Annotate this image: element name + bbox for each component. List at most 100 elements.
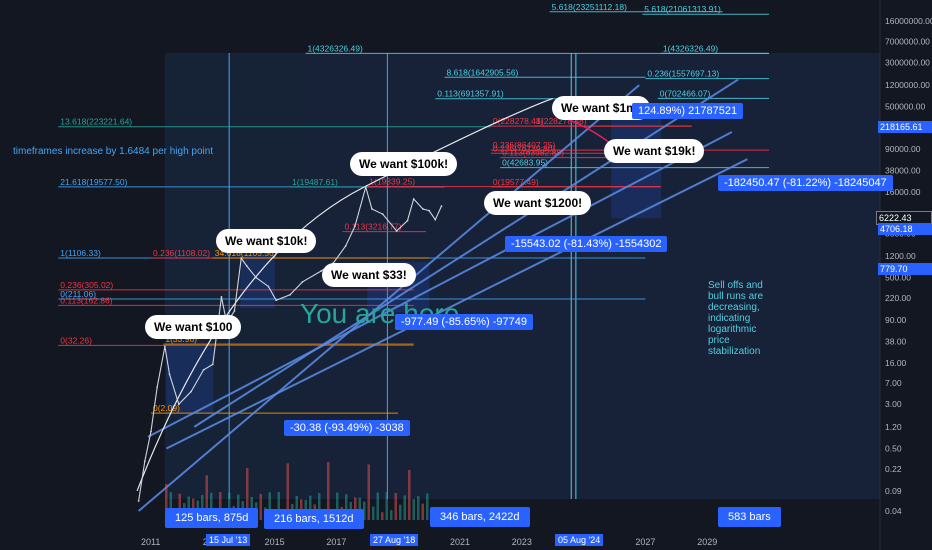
axis-background [880, 0, 932, 550]
y-tick-3: 1200000.00 [885, 80, 930, 90]
fib-label-14: 0(42683.95) [502, 158, 548, 168]
price-point-22 [344, 245, 347, 247]
price-point-9 [211, 363, 214, 366]
price-point-28 [406, 219, 409, 222]
x-tick-3: 2017 [326, 537, 346, 547]
drawdown-box-3 [165, 344, 214, 414]
volume-bar-40 [345, 494, 348, 520]
price-point-32 [434, 218, 437, 221]
x-tick-6: 2023 [512, 537, 532, 547]
volume-bar-18 [246, 467, 249, 520]
volume-bar-48 [381, 512, 384, 520]
volume-bar-8 [201, 495, 204, 520]
volume-bar-3 [178, 493, 181, 520]
price-point-24 [364, 186, 367, 188]
volume-bar-14 [228, 492, 231, 520]
fib-label-4: 8.618(1642905.56) [447, 67, 519, 77]
y-tick-11: 1200.00 [885, 251, 916, 261]
volume-bar-36 [327, 462, 330, 520]
price-point-14 [245, 265, 248, 267]
y-tick-23: 0.04 [885, 506, 902, 516]
price-point-8 [202, 368, 205, 371]
price-point-26 [381, 213, 384, 216]
fib-label-1: 5.618(21061313.91) [644, 4, 721, 14]
drawdown-label-3: -30.38 (-93.49%) -3038 [284, 420, 410, 436]
trend-lines [136, 78, 748, 512]
speech-bubble-1: We want $19k! [604, 139, 705, 163]
y-tick-20: 0.50 [885, 444, 902, 454]
fib-label-27: 1(33.96) [165, 334, 197, 344]
y-tick-6: 90000.00 [885, 144, 921, 154]
history-region [164, 53, 306, 499]
price-point-30 [422, 208, 424, 210]
volume-bar-42 [354, 497, 357, 520]
trend-line-0 [137, 84, 640, 512]
volume-bar-50 [390, 510, 393, 520]
volume-bar-56 [417, 496, 420, 520]
volume-bar-32 [309, 495, 312, 520]
trend-line-2 [166, 158, 748, 450]
y-tick-22: 0.09 [885, 486, 902, 496]
fib-label-0: 5.618(23251112.18) [552, 2, 627, 12]
volume-bar-1 [169, 492, 172, 520]
volume-bar-12 [219, 492, 222, 520]
y-tick-13: 220.00 [885, 293, 911, 303]
price-point-4 [164, 345, 166, 348]
y-tick-4: 500000.00 [885, 102, 925, 112]
bar-count-label-0: 125 bars, 875d [165, 508, 259, 528]
fib-label-5: 0.236(1557697.13) [647, 69, 719, 79]
price-tag-3: 779.70 [878, 263, 932, 275]
speech-bubble-6: We want $100 [145, 315, 242, 339]
y-tick-12: 500.00 [885, 273, 911, 283]
fib-label-16: 1(19487.61) [292, 177, 338, 187]
volume-bar-10 [210, 492, 213, 520]
time-tag-2: 05 Aug '24 [555, 534, 604, 546]
speech-bubble-5: We want $33! [322, 263, 416, 287]
price-point-23 [354, 225, 356, 228]
trend-line-1 [147, 131, 733, 438]
price-point-7 [190, 390, 193, 393]
fib-label-3: 1(4326326.49) [663, 43, 718, 53]
y-tick-0: 16000000.00 [885, 16, 932, 26]
price-point-6 [177, 403, 180, 406]
fib-label-7: 0(702466.07) [660, 88, 711, 98]
price-point-19 [301, 281, 304, 283]
volume-bar-44 [363, 501, 366, 520]
fib-label-24: 0(211.06) [60, 289, 96, 299]
fib-label-17: 1(19839.25) [369, 177, 415, 187]
price-point-5 [168, 373, 171, 376]
volume-bar-38 [336, 492, 339, 520]
fib-label-23: 0.236(305.02) [60, 280, 113, 290]
volume-bar-57 [421, 503, 424, 520]
fib-label-13: 0.113(63982.88) [502, 148, 564, 158]
fib-label-20: 1(1106.33) [60, 248, 101, 258]
fib-label-18: 0(19577.49) [493, 177, 539, 187]
time-tag-1: 27 Aug '18 [370, 534, 419, 546]
y-tick-16: 16.00 [885, 358, 907, 368]
y-tick-2: 3000000.00 [885, 57, 930, 67]
price-point-0 [137, 500, 140, 502]
price-point-12 [233, 310, 236, 312]
fib-label-11: 0.236(86407.25) [493, 140, 556, 150]
bar-count-label-3: 583 bars [718, 507, 781, 527]
volume-bar-45 [367, 464, 370, 520]
y-tick-1: 7000000.00 [885, 36, 930, 46]
pct-annotation-0: 124.89%) 21787521 [632, 103, 744, 119]
fib-label-26: 0(32.26) [60, 335, 92, 345]
y-tick-18: 3.00 [885, 399, 902, 409]
price-point-13 [240, 257, 243, 260]
volume-bar-53 [403, 495, 406, 520]
price-point-17 [275, 299, 278, 302]
fib-label-8: 13.618(223221.64) [60, 117, 132, 127]
volume-bar-27 [286, 463, 289, 520]
fib-levels: 5.618(23251112.18) 5.618(21061313.91) 1(43… [58, 2, 769, 414]
volume-bar-46 [372, 506, 375, 520]
fib-label-2: 1(4326326.49) [308, 43, 363, 53]
x-tick-8: 2027 [635, 537, 655, 547]
fib-label-10: 1(228278.48) [536, 116, 587, 126]
price-tag-2: 4706.18 [878, 223, 932, 235]
price-point-2 [150, 430, 152, 433]
drawdown-label-2: -977.49 (-85.65%) -97749 [395, 314, 533, 330]
bar-count-label-2: 346 bars, 2422d [430, 507, 530, 527]
